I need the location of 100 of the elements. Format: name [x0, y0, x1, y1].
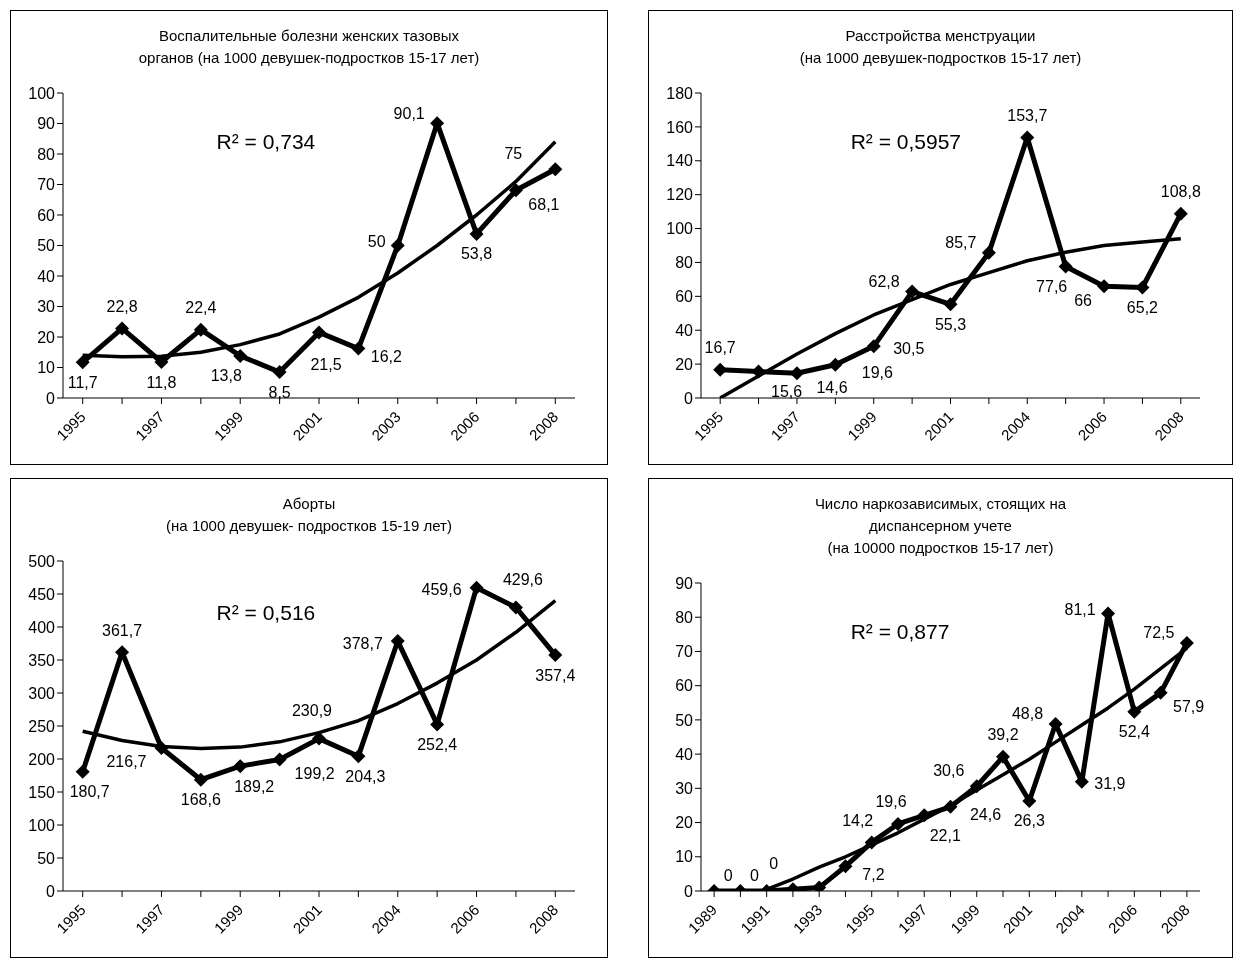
data-label: 75	[504, 144, 523, 162]
y-tick-label: 400	[28, 618, 56, 636]
y-tick-label: 20	[675, 814, 694, 832]
point	[838, 859, 853, 874]
data-label: 52,4	[1118, 723, 1151, 741]
data-label: 429,6	[502, 570, 544, 588]
point	[943, 799, 958, 814]
data-label: 39,2	[987, 726, 1019, 744]
point	[866, 339, 881, 354]
y-tick-label: 0	[684, 389, 694, 407]
point	[312, 325, 326, 340]
y-tick-label: 60	[37, 206, 56, 224]
data-label: 0	[749, 866, 759, 884]
point	[233, 759, 248, 774]
data-label: 50	[367, 233, 386, 250]
annotation: R² = 0,5957	[850, 129, 962, 154]
point	[154, 740, 169, 755]
data-label: 30,6	[933, 761, 965, 779]
point	[233, 348, 248, 363]
point	[1058, 259, 1073, 274]
y-tick-label: 80	[675, 608, 694, 626]
data-label: 11,8	[146, 373, 177, 391]
y-tick-label: 50	[37, 849, 56, 867]
data-label: 8,5	[268, 383, 291, 401]
chart-title: Число наркозависимых, стоящих на диспансерном учете (на 10000 подростков 15-17 лет)	[813, 494, 1068, 558]
y-tick-label: 30	[37, 298, 56, 316]
y-tick-label: 40	[37, 267, 56, 285]
data-label: 77,6	[1036, 278, 1068, 296]
y-tick-label: 80	[37, 145, 56, 163]
point	[996, 749, 1011, 764]
point	[548, 648, 563, 663]
data-label: 48,8	[1011, 705, 1044, 723]
annotation: R² = 0,734	[216, 129, 316, 154]
point	[75, 355, 90, 370]
point	[508, 183, 523, 198]
data-label: 30,5	[893, 339, 925, 357]
y-tick-label: 90	[37, 115, 56, 133]
data-label: 21,5	[310, 355, 342, 373]
data-label: 26,3	[1013, 812, 1045, 830]
y-tick-label: 350	[28, 651, 56, 669]
y-tick-label: 70	[37, 176, 56, 194]
data-label: 230,9	[291, 702, 333, 720]
data-label: 15,6	[771, 383, 803, 401]
data-label: 62,8	[868, 273, 900, 291]
data-label: 11,7	[67, 373, 98, 391]
data-label: 57,9	[1173, 698, 1205, 716]
data-label: 19,6	[875, 793, 907, 811]
y-tick-label: 0	[46, 882, 56, 900]
y-tick-label: 20	[37, 328, 56, 346]
y-tick-label: 80	[675, 254, 694, 272]
point	[905, 284, 920, 299]
y-tick-label: 250	[28, 717, 56, 735]
y-tick-label: 40	[675, 745, 694, 763]
data-label: 0	[723, 866, 733, 884]
point	[390, 238, 405, 253]
y-tick-label: 100	[28, 816, 56, 834]
point	[351, 749, 366, 764]
y-tick-label: 60	[675, 288, 694, 306]
y-tick-label: 50	[37, 237, 56, 255]
data-label: 16,2	[370, 348, 403, 366]
annotation: R² = 0,516	[216, 600, 316, 625]
y-tick-label: 100	[666, 220, 694, 238]
point	[943, 297, 958, 312]
point	[1127, 704, 1142, 719]
point	[115, 321, 130, 336]
data-label: 22,8	[106, 297, 138, 315]
data-label: 189,2	[234, 777, 275, 795]
data-label: 24,6	[969, 806, 1002, 824]
data-label: 66	[1074, 291, 1093, 309]
data-label: 204,3	[345, 767, 386, 785]
point	[789, 366, 804, 381]
data-label: 72,5	[1143, 624, 1175, 642]
point	[272, 365, 287, 380]
annotation: R² = 0,877	[850, 619, 950, 644]
data-label: 53,8	[460, 245, 493, 263]
point	[154, 355, 169, 370]
data-label: 7,2	[862, 865, 885, 883]
y-tick-label: 0	[46, 389, 56, 407]
data-label: 55,3	[934, 315, 967, 333]
y-tick-label: 20	[675, 355, 694, 373]
y-tick-label: 50	[675, 711, 694, 729]
y-tick-label: 10	[675, 848, 694, 866]
point	[469, 226, 484, 241]
y-tick-label: 0	[684, 882, 694, 900]
data-label: 361,7	[102, 621, 143, 639]
point	[75, 764, 90, 779]
y-tick-label: 10	[37, 359, 56, 377]
y-tick-label: 500	[28, 552, 56, 570]
data-label: 14,6	[816, 378, 848, 396]
point	[508, 600, 523, 615]
point	[272, 752, 287, 767]
data-label: 13,8	[210, 367, 242, 385]
data-label: 85,7	[945, 234, 977, 252]
y-tick-label: 100	[28, 84, 56, 102]
data-label: 90,1	[393, 104, 425, 122]
point	[193, 322, 208, 337]
data-label: 68,1	[528, 195, 560, 213]
point	[469, 580, 484, 595]
y-tick-label: 30	[675, 780, 694, 798]
y-tick-label: 300	[28, 684, 56, 702]
